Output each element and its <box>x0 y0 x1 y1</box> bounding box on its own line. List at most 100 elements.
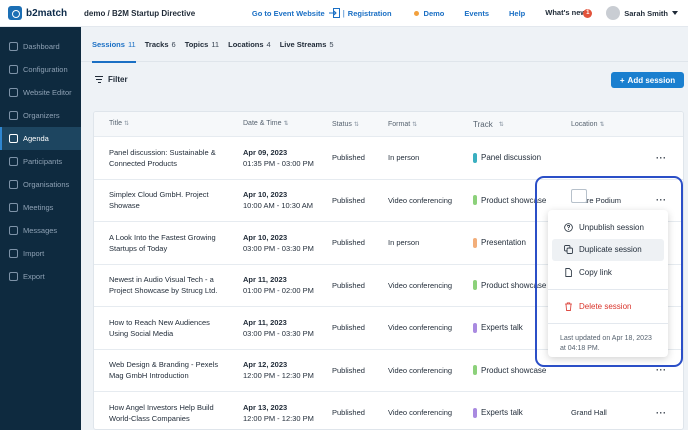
more-actions-icon[interactable]: ··· <box>656 152 667 163</box>
brand[interactable]: b2match <box>0 0 81 27</box>
help-link[interactable]: Help <box>509 8 526 18</box>
registration-link[interactable]: Registration <box>347 8 392 18</box>
user-icon <box>9 157 18 166</box>
session-time: 03:00 PM - 03:30 PM <box>243 328 314 338</box>
session-title[interactable]: Panel discussion: Sustainable & Connecte… <box>109 147 216 168</box>
sidebar-item-configuration[interactable]: Configuration <box>0 58 81 81</box>
sidebar-item-label: Configuration <box>23 65 68 74</box>
session-format: Video conferencing <box>388 323 453 333</box>
table-row[interactable]: Web Design & Branding - Pexels Mag GmbH … <box>94 350 683 392</box>
tab-count: 6 <box>171 39 176 49</box>
track-color-chip <box>473 322 477 333</box>
table-row[interactable]: A Look Into the Fastest Growing Startups… <box>94 222 683 265</box>
user-menu[interactable]: Sarah Smith <box>606 6 678 20</box>
add-session-button[interactable]: + Add session <box>611 72 684 88</box>
tab-live-streams[interactable]: Live Streams 5 <box>280 27 334 62</box>
calendar-icon <box>9 134 18 143</box>
event-website-link[interactable]: Go to Event Website <box>251 8 325 18</box>
more-actions-icon[interactable]: ··· <box>656 365 667 376</box>
edit-icon <box>9 88 18 97</box>
events-link[interactable]: Events <box>464 8 489 18</box>
avatar <box>606 6 621 20</box>
sidebar-item-export[interactable]: Export <box>0 265 81 288</box>
session-title[interactable]: Newest in Audio Visual Tech - a Project … <box>109 275 218 296</box>
session-location: Grand Hall <box>571 408 607 418</box>
session-status: Published <box>332 238 365 248</box>
session-date: Apr 10, 2023 <box>243 190 288 200</box>
delete-session-item[interactable]: Delete session <box>552 296 664 319</box>
copy-link-item[interactable]: Copy link <box>552 261 664 284</box>
track-label: Product showcase <box>481 365 547 375</box>
session-date: Apr 11, 2023 <box>243 317 287 327</box>
nav-separator: | <box>342 8 345 18</box>
col-location[interactable]: Location ⇅ <box>571 121 605 128</box>
more-actions-icon[interactable]: ··· <box>656 407 667 418</box>
session-status: Published <box>332 195 365 205</box>
chat-icon <box>9 226 18 235</box>
col-title[interactable]: Title ⇅ <box>109 118 229 130</box>
sidebar-item-agenda[interactable]: Agenda <box>0 127 81 150</box>
track-color-chip <box>473 407 477 418</box>
sidebar-item-organizers[interactable]: Organizers <box>0 104 81 127</box>
session-title[interactable]: A Look Into the Fastest Growing Startups… <box>109 232 216 253</box>
table-row[interactable]: Panel discussion: Sustainable & Connecte… <box>94 137 683 180</box>
session-status: Published <box>332 365 365 375</box>
session-datetime: Apr 11, 2023 03:00 PM - 03:30 PM <box>243 317 323 339</box>
col-format[interactable]: Format ⇅ <box>388 121 417 128</box>
sidebar-item-dashboard[interactable]: Dashboard <box>0 35 81 58</box>
tab-sessions[interactable]: Sessions 11 <box>92 27 136 63</box>
col-datetime[interactable]: Date & Time ⇅ <box>243 118 323 130</box>
session-date: Apr 12, 2023 <box>243 360 288 370</box>
table-row[interactable]: Newest in Audio Visual Tech - a Project … <box>94 265 683 307</box>
tab-count: 11 <box>211 39 220 49</box>
top-bar: b2match demo / B2M Startup Directive Go … <box>0 0 688 27</box>
sidebar: Dashboard Configuration Website Editor O… <box>0 27 81 430</box>
sort-icon: ⇅ <box>283 121 289 127</box>
col-status[interactable]: Status ⇅ <box>332 121 359 128</box>
session-status: Published <box>332 408 365 418</box>
session-format: Video conferencing <box>388 365 453 375</box>
tab-count: 5 <box>329 39 334 49</box>
sidebar-item-meetings[interactable]: Meetings <box>0 196 81 219</box>
col-datetime-label: Date & Time <box>243 120 282 127</box>
session-date: Apr 10, 2023 <box>243 232 288 242</box>
tab-label: Tracks <box>144 39 169 49</box>
col-track[interactable]: Track ⇅ <box>473 120 504 129</box>
add-session-label: Add session <box>627 75 676 85</box>
tab-locations[interactable]: Locations 4 <box>228 27 271 62</box>
unpublish-session-item[interactable]: Unpublish session <box>552 216 664 239</box>
col-status-label: Status <box>332 120 352 128</box>
sidebar-item-website-editor[interactable]: Website Editor <box>0 81 81 104</box>
agenda-tabs: Sessions 11 Tracks 6 Topics 11 Locations 4 L… <box>81 27 688 63</box>
session-title[interactable]: Simplex Cloud GmbH. Project Showase <box>109 190 209 211</box>
duplicate-icon <box>564 245 573 255</box>
sidebar-item-import[interactable]: Import <box>0 242 81 265</box>
more-actions-icon[interactable]: ··· <box>656 195 667 206</box>
sidebar-item-organisations[interactable]: Organisations <box>0 173 81 196</box>
sidebar-item-messages[interactable]: Messages <box>0 219 81 242</box>
demo-link[interactable]: Demo <box>423 8 445 18</box>
session-title[interactable]: Web Design & Branding - Pexels Mag GmbH … <box>109 360 219 381</box>
track-label: Product showcase <box>481 195 547 205</box>
session-datetime: Apr 10, 2023 03:00 PM - 03:30 PM <box>243 232 323 254</box>
sidebar-item-participants[interactable]: Participants <box>0 150 81 173</box>
track-color-chip <box>473 365 477 376</box>
session-track: Panel discussion <box>473 152 541 163</box>
duplicate-session-item[interactable]: Duplicate session <box>552 238 664 261</box>
document-icon <box>565 267 572 277</box>
gear-icon <box>9 65 18 74</box>
session-date: Apr 11, 2023 <box>243 275 287 285</box>
session-title[interactable]: How to Reach New Audiences Using Social … <box>109 317 210 338</box>
session-title[interactable]: How Angel Investors Help Build World-Cla… <box>109 402 214 423</box>
tab-tracks[interactable]: Tracks 6 <box>145 27 176 62</box>
col-track-label: Track <box>473 119 493 129</box>
whats-new-link[interactable]: What's new1 <box>545 8 593 19</box>
session-track: Experts talk <box>473 407 523 418</box>
session-track: Presentation <box>473 237 526 248</box>
table-row[interactable]: How Angel Investors Help Build World-Cla… <box>94 392 683 429</box>
row-actions-button-active[interactable] <box>571 189 587 203</box>
filter-button[interactable]: Filter <box>95 75 128 84</box>
tab-topics[interactable]: Topics 11 <box>185 27 219 62</box>
track-color-chip <box>473 152 477 163</box>
table-row[interactable]: Simplex Cloud GmbH. Project Showase Apr 1… <box>94 180 683 222</box>
